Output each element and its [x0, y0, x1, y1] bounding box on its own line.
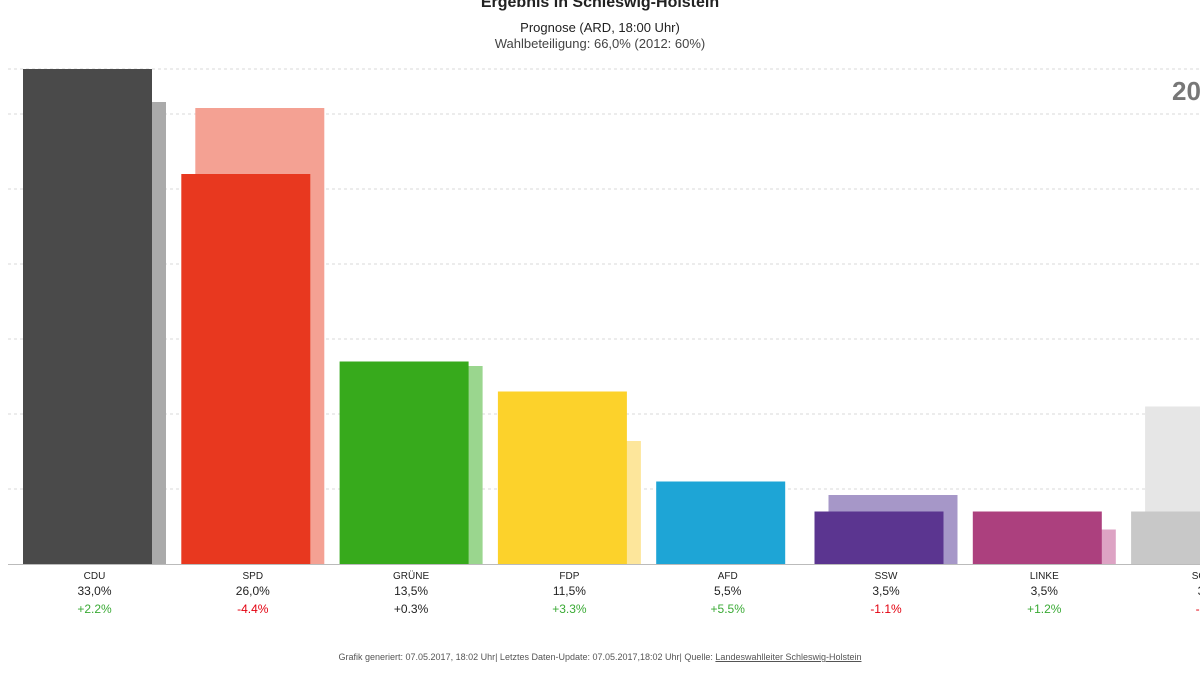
category-label: AFD: [718, 571, 738, 582]
chart-subtitle: Prognose (ARD, 18:00 Uhr): [520, 20, 680, 35]
change-label: -4.4%: [237, 602, 269, 616]
year-label: 20: [1172, 76, 1200, 106]
value-label: 3,: [1198, 584, 1200, 598]
category-labels: CDU 33,0% +2.2% SPD 26,0% -4.4% GRÜNE 13,5% +0.3…: [77, 570, 1200, 616]
category-label: LINKE: [1030, 571, 1059, 582]
bar-afd: [656, 481, 786, 564]
value-label: 33,0%: [77, 584, 111, 598]
bar-linke: [972, 511, 1102, 564]
bar-spd: [181, 174, 311, 564]
category-label: SPD: [243, 571, 264, 582]
source-link[interactable]: Landeswahlleiter Schleswig-Holstein: [715, 652, 862, 662]
category-label: GRÜNE: [393, 570, 429, 582]
value-label: 11,5%: [553, 584, 586, 598]
bar-cdu: [23, 69, 152, 564]
current-results-bars: [23, 69, 1200, 564]
value-label: 3,5%: [1031, 584, 1059, 598]
bar-ssw: [814, 511, 944, 564]
bar-son: [1131, 511, 1200, 564]
change-label: +2.2%: [77, 602, 112, 616]
category-label: FDP: [559, 571, 579, 582]
change-label: +1.2%: [1027, 602, 1062, 616]
chart-title: Ergebnis in Schleswig-Holstein: [480, 0, 720, 11]
category-label: SSW: [875, 571, 898, 582]
change-label: -7.: [1196, 602, 1200, 616]
bar-chart: CDU 33,0% +2.2% SPD 26,0% -4.4% GRÜNE 13,5% +0.3…: [8, 68, 1200, 616]
change-label: +5.5%: [711, 602, 746, 616]
change-label: +0.3%: [394, 602, 429, 616]
value-label: 3,5%: [872, 584, 900, 598]
value-label: 13,5%: [394, 584, 428, 598]
bar-fdp: [497, 391, 627, 564]
turnout-label: Wahlbeteiligung: 66,0% (2012: 60%): [494, 36, 706, 51]
category-label: SON: [1192, 571, 1200, 582]
category-label: CDU: [84, 571, 106, 582]
change-label: -1.1%: [870, 602, 902, 616]
value-label: 26,0%: [236, 584, 270, 598]
value-label: 5,5%: [714, 584, 742, 598]
footer: Grafik generiert: 07.05.2017, 18:02 Uhr|…: [0, 652, 1200, 662]
change-label: +3.3%: [552, 602, 587, 616]
footer-text: Grafik generiert: 07.05.2017, 18:02 Uhr|…: [338, 652, 716, 662]
bar-grne: [339, 361, 469, 564]
